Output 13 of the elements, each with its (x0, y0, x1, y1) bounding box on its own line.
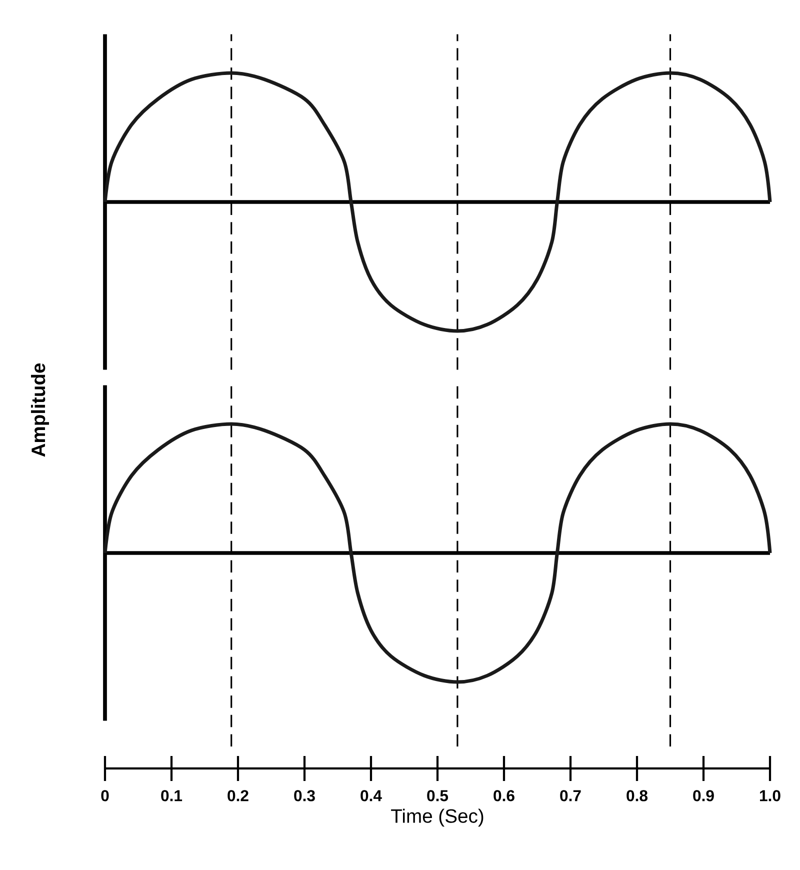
y-axis-title: Amplitude (30, 363, 49, 457)
x-tick-label: 0.8 (626, 790, 648, 802)
x-tick-label: 0.3 (294, 790, 315, 802)
x-tick-label: 0 (101, 790, 109, 802)
x-tick-label: 0.5 (427, 790, 448, 802)
x-tick-label: 0.6 (494, 790, 514, 802)
x-tick-label: 0.2 (228, 790, 248, 802)
x-tick-label: 0.9 (693, 790, 714, 802)
x-tick-label: 0.1 (161, 790, 182, 802)
x-axis-title: Time (Sec) (391, 808, 484, 827)
x-tick-label: 0.4 (360, 790, 382, 802)
x-tick-label: 1.0 (760, 790, 780, 802)
x-tick-label: 0.7 (560, 790, 581, 802)
